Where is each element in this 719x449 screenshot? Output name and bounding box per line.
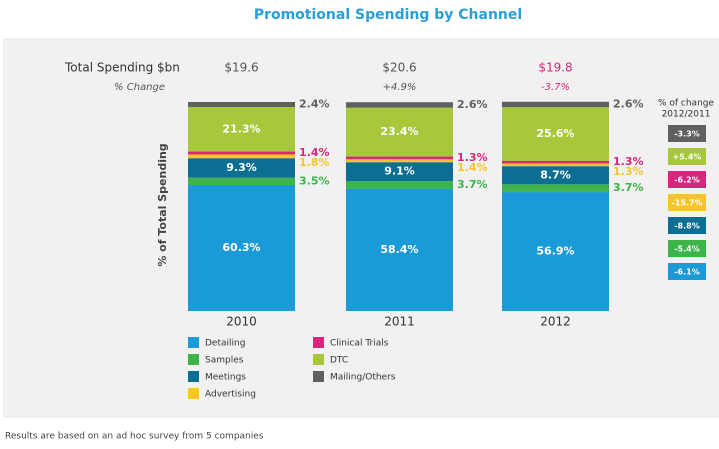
data-label: 58.4% <box>380 243 418 256</box>
bar-segment <box>188 177 295 185</box>
data-label: 2.6% <box>613 98 644 111</box>
data-label: 1.3% <box>613 155 644 168</box>
bar-segment <box>188 184 295 311</box>
data-label: 2.6% <box>457 98 488 111</box>
bar-segment <box>502 101 609 108</box>
change-label: % Change <box>114 82 165 93</box>
bar-segment <box>502 184 609 193</box>
bar-segment <box>346 107 453 157</box>
change-box-label: -6.2% <box>674 176 700 185</box>
legend-swatch <box>188 371 199 382</box>
legend-label: Samples <box>205 356 244 366</box>
legend-label: Detailing <box>205 339 245 349</box>
x-tick-label: 2010 <box>226 315 257 329</box>
data-label: 25.6% <box>536 127 574 140</box>
change-box-label: -5.4% <box>674 245 700 254</box>
legend-label: DTC <box>330 356 348 366</box>
data-label: 1.8% <box>299 156 330 169</box>
legend-swatch <box>313 354 324 365</box>
bar-segment <box>346 162 453 182</box>
totals-label: Total Spending $bn <box>64 61 180 75</box>
data-label: 9.1% <box>384 165 415 178</box>
bar-segment <box>346 159 453 163</box>
bar-segment <box>502 107 609 161</box>
legend-swatch <box>188 388 199 399</box>
change-box-label: -3.3% <box>674 130 700 139</box>
change-box <box>668 171 706 188</box>
legend-label: Mailing/Others <box>330 373 396 383</box>
footnote: Results are based on an ad hoc survey fr… <box>5 432 264 442</box>
bar-segment <box>502 166 609 185</box>
change-box-label: +5.4% <box>673 153 702 162</box>
legend-swatch <box>313 337 324 348</box>
data-label: 1.3% <box>613 165 644 178</box>
bar-segment <box>188 107 295 152</box>
bar-segment <box>502 160 609 164</box>
chart-title: Promotional Spending by Channel <box>254 7 522 23</box>
legend-swatch <box>188 354 199 365</box>
change-box <box>668 125 706 142</box>
data-label: 1.4% <box>299 146 330 159</box>
data-label: 56.9% <box>536 245 574 258</box>
data-label: 3.7% <box>457 178 488 191</box>
data-label: 3.7% <box>613 181 644 194</box>
change-box-label: -6.1% <box>674 268 700 277</box>
legend-swatch <box>188 337 199 348</box>
data-label: 2.4% <box>299 98 330 111</box>
change-box <box>668 263 706 280</box>
data-label: 60.3% <box>222 241 260 254</box>
legend-label: Meetings <box>205 373 246 383</box>
legend-label: Advertising <box>205 390 256 400</box>
bar-segment <box>502 192 609 311</box>
change-title: % of change <box>658 99 715 109</box>
y-axis-label: % of Total Spending <box>156 143 169 266</box>
bar-segment <box>346 102 453 108</box>
bar-segment <box>188 102 295 108</box>
legend-swatch <box>313 371 324 382</box>
data-label: 1.3% <box>457 151 488 164</box>
bar-segment <box>502 163 609 167</box>
change-box <box>668 240 706 257</box>
data-label: 9.3% <box>226 161 257 174</box>
change-box <box>668 217 706 234</box>
bar-segment <box>346 156 453 160</box>
bar-segment <box>188 154 295 159</box>
x-tick-label: 2011 <box>384 315 415 329</box>
x-tick-label: 2012 <box>540 315 571 329</box>
change-value: -3.7% <box>541 82 570 93</box>
change-value: +4.9% <box>383 82 417 93</box>
bar-segment <box>346 181 453 189</box>
bar-segment <box>188 151 295 155</box>
data-label: 8.7% <box>540 168 571 181</box>
data-label: 1.4% <box>457 161 488 174</box>
data-label: 21.3% <box>222 122 260 135</box>
change-box <box>668 148 706 165</box>
bar-segment <box>346 188 453 311</box>
change-box-label: -15.7% <box>671 199 702 208</box>
bar-segment <box>188 158 295 178</box>
change-box <box>668 194 706 211</box>
data-label: 3.5% <box>299 174 330 187</box>
total-value: $19.6 <box>224 61 258 75</box>
data-label: 23.4% <box>380 125 418 138</box>
change-box-label: -8.8% <box>674 222 700 231</box>
total-value: $19.8 <box>538 61 572 75</box>
total-value: $20.6 <box>382 61 416 75</box>
change-title: 2012/2011 <box>662 110 711 120</box>
legend-label: Clinical Trials <box>330 339 389 349</box>
